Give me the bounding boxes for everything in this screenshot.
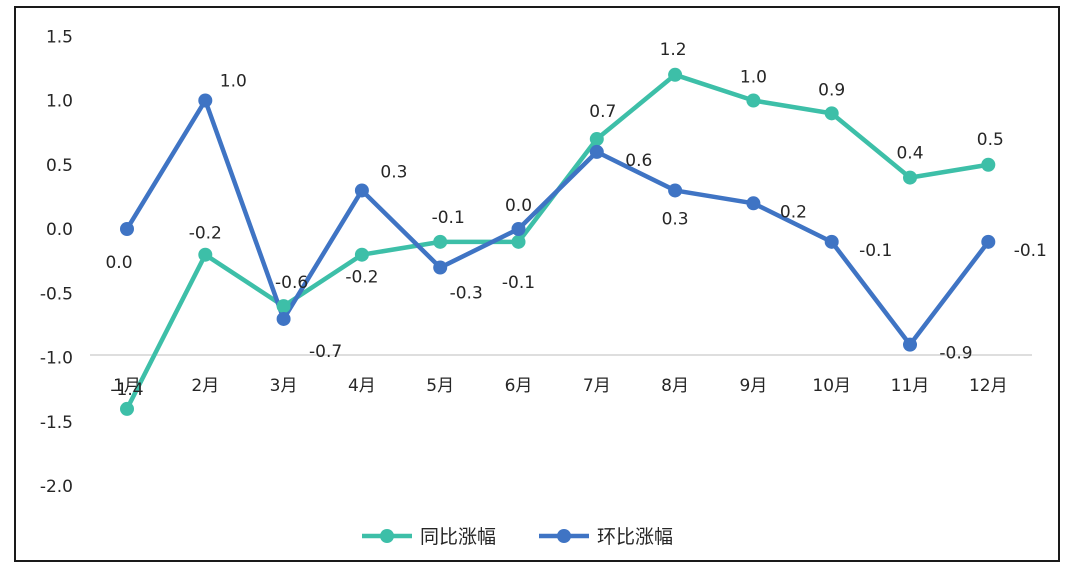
series-1-data-label: 0.9: [818, 80, 845, 100]
series-2-point[interactable]: [433, 260, 448, 275]
y-tick-label: 1.5: [46, 27, 73, 47]
series-2-point[interactable]: [668, 183, 683, 198]
series-1-point[interactable]: [589, 132, 604, 147]
x-tick-label: 8月: [661, 376, 689, 396]
x-tick-label: 2月: [191, 376, 219, 396]
series-1-data-label: 1.0: [740, 68, 767, 88]
series-1-point[interactable]: [198, 247, 213, 262]
series-2-data-label: 1.0: [220, 72, 247, 92]
series-1-data-label: 0.5: [977, 130, 1004, 150]
series-2-data-label: 0.3: [662, 209, 689, 229]
series-2-data-label: -0.3: [450, 284, 483, 304]
series-2-data-label: -0.7: [309, 342, 342, 362]
x-tick-label: 9月: [739, 376, 767, 396]
series-2-data-label: 0.2: [780, 202, 807, 222]
series-2-point[interactable]: [198, 93, 213, 108]
series-1-point[interactable]: [981, 157, 996, 172]
series-1-data-label: -0.2: [345, 268, 378, 288]
legend-label[interactable]: 环比涨幅: [597, 526, 673, 548]
series-2-data-label: -0.9: [939, 344, 972, 364]
series-1-point[interactable]: [824, 106, 839, 121]
series-1-data-label: -0.1: [502, 273, 535, 293]
series-1-data-label: -1.4: [110, 380, 143, 400]
series-1-point[interactable]: [354, 247, 369, 262]
x-tick-label: 4月: [348, 376, 376, 396]
series-2-point[interactable]: [824, 234, 839, 249]
y-tick-label: -2.0: [40, 477, 73, 497]
series-2-data-label: 0.3: [380, 162, 407, 182]
series-1-point[interactable]: [511, 234, 526, 249]
series-1-data-label: 0.7: [589, 102, 616, 122]
series-1-data-label: -0.2: [189, 224, 222, 244]
series-2-point[interactable]: [511, 222, 526, 236]
y-tick-label: -0.5: [40, 284, 73, 304]
y-tick-label: 0.0: [46, 220, 73, 240]
legend-swatch-marker: [557, 529, 571, 543]
series-1-point[interactable]: [433, 234, 448, 249]
x-tick-label: 5月: [426, 376, 454, 396]
y-tick-label: 1.0: [46, 92, 73, 112]
series-2-data-label: 0.0: [105, 253, 132, 273]
series-2-data-label: -0.1: [859, 241, 892, 261]
x-tick-label: 12月: [969, 376, 1008, 396]
series-2-point[interactable]: [981, 234, 996, 249]
x-tick-label: 6月: [505, 376, 533, 396]
x-tick-label: 10月: [812, 376, 851, 396]
x-tick-label: 3月: [270, 376, 298, 396]
legend-swatch-marker: [380, 529, 394, 543]
series-1-point[interactable]: [120, 401, 134, 416]
series-1-data-label: 1.2: [660, 40, 687, 60]
series-2-point[interactable]: [903, 337, 917, 352]
series-2-point[interactable]: [589, 144, 604, 159]
series-1-point[interactable]: [903, 170, 917, 185]
y-tick-label: -1.0: [40, 349, 73, 369]
series-1-point[interactable]: [746, 93, 761, 108]
series-1-point[interactable]: [668, 67, 683, 82]
y-tick-label: 0.5: [46, 156, 73, 176]
y-tick-label: -1.5: [40, 413, 73, 433]
x-tick-label: 7月: [583, 376, 611, 396]
legend-label[interactable]: 同比涨幅: [420, 526, 496, 548]
series-2-point[interactable]: [276, 311, 291, 326]
series-1-point[interactable]: [276, 299, 291, 314]
series-2-data-label: 0.0: [505, 196, 532, 216]
series-2-point[interactable]: [746, 196, 761, 211]
series-1-data-label: -0.6: [275, 273, 308, 293]
series-2-point[interactable]: [354, 183, 369, 198]
x-tick-label: 11月: [891, 376, 930, 396]
series-2-data-label: 0.6: [625, 151, 652, 171]
series-2-point[interactable]: [120, 222, 134, 236]
series-1-data-label: -0.1: [432, 208, 465, 228]
series-line-2: [125, 98, 991, 347]
series-1-data-label: 0.4: [896, 144, 923, 164]
series-2-data-label: -0.1: [1014, 241, 1047, 261]
